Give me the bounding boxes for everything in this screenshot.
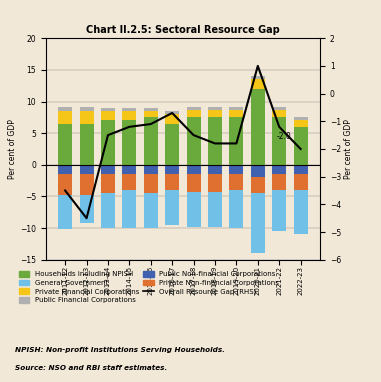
Bar — [229, 165, 243, 174]
Y-axis label: Per cent of GDP: Per cent of GDP — [8, 119, 17, 179]
Bar — [122, 108, 136, 111]
Bar — [122, 190, 136, 228]
Bar — [187, 192, 200, 227]
Bar — [122, 165, 136, 174]
Bar — [80, 194, 93, 223]
Bar — [208, 107, 222, 110]
Bar — [101, 111, 115, 120]
Text: Source: NSO and RBI staff estimates.: Source: NSO and RBI staff estimates. — [15, 364, 168, 371]
Bar — [101, 120, 115, 165]
Bar — [122, 111, 136, 120]
Bar — [58, 165, 72, 174]
Bar — [272, 190, 286, 231]
Bar — [251, 165, 265, 178]
Bar — [187, 165, 200, 174]
Bar — [272, 107, 286, 110]
Text: -2.0: -2.0 — [277, 132, 292, 141]
Bar — [122, 174, 136, 190]
Bar — [144, 165, 158, 174]
Bar — [251, 76, 265, 79]
Bar — [80, 124, 93, 165]
Bar — [101, 165, 115, 174]
Bar — [229, 110, 243, 117]
Bar — [294, 117, 307, 120]
Bar — [58, 174, 72, 194]
Bar — [272, 165, 286, 174]
Bar — [101, 174, 115, 193]
Bar — [144, 117, 158, 165]
Bar — [165, 114, 179, 124]
Bar — [122, 120, 136, 165]
Bar — [58, 194, 72, 229]
Bar — [101, 108, 115, 111]
Text: NPISH: Non-profit Institutions Serving Households.: NPISH: Non-profit Institutions Serving H… — [15, 347, 225, 353]
Bar — [294, 165, 307, 174]
Bar — [187, 107, 200, 110]
Bar — [251, 89, 265, 165]
Bar — [272, 174, 286, 190]
Bar — [229, 174, 243, 190]
Bar — [208, 165, 222, 174]
Bar — [58, 111, 72, 124]
Bar — [144, 193, 158, 228]
Bar — [251, 193, 265, 253]
Bar — [208, 117, 222, 165]
Bar — [144, 174, 158, 193]
Bar — [58, 107, 72, 111]
Bar — [80, 174, 93, 194]
Bar — [294, 127, 307, 165]
Bar — [251, 178, 265, 193]
Bar — [165, 111, 179, 114]
Bar — [165, 165, 179, 174]
Bar — [165, 174, 179, 190]
Bar — [144, 111, 158, 117]
Bar — [294, 174, 307, 190]
Bar — [208, 192, 222, 227]
Title: Chart II.2.5: Sectoral Resource Gap: Chart II.2.5: Sectoral Resource Gap — [86, 25, 280, 35]
Bar — [58, 124, 72, 165]
Bar — [294, 190, 307, 235]
Bar — [208, 174, 222, 192]
Bar — [187, 110, 200, 117]
Bar — [80, 165, 93, 174]
Bar — [80, 107, 93, 111]
Bar — [165, 124, 179, 165]
Y-axis label: Per cent of GDP: Per cent of GDP — [344, 119, 353, 179]
Bar — [208, 110, 222, 117]
Bar — [272, 110, 286, 117]
Legend: Households including NPISH, General Government, Private Financial Corporations, : Households including NPISH, General Gove… — [19, 271, 279, 303]
Bar — [229, 117, 243, 165]
Bar — [187, 174, 200, 192]
Bar — [229, 107, 243, 110]
Bar — [101, 193, 115, 228]
Bar — [251, 79, 265, 89]
Bar — [294, 120, 307, 127]
Bar — [229, 190, 243, 228]
Bar — [144, 108, 158, 111]
Bar — [187, 117, 200, 165]
Bar — [272, 117, 286, 165]
Bar — [80, 111, 93, 124]
Bar — [165, 190, 179, 225]
